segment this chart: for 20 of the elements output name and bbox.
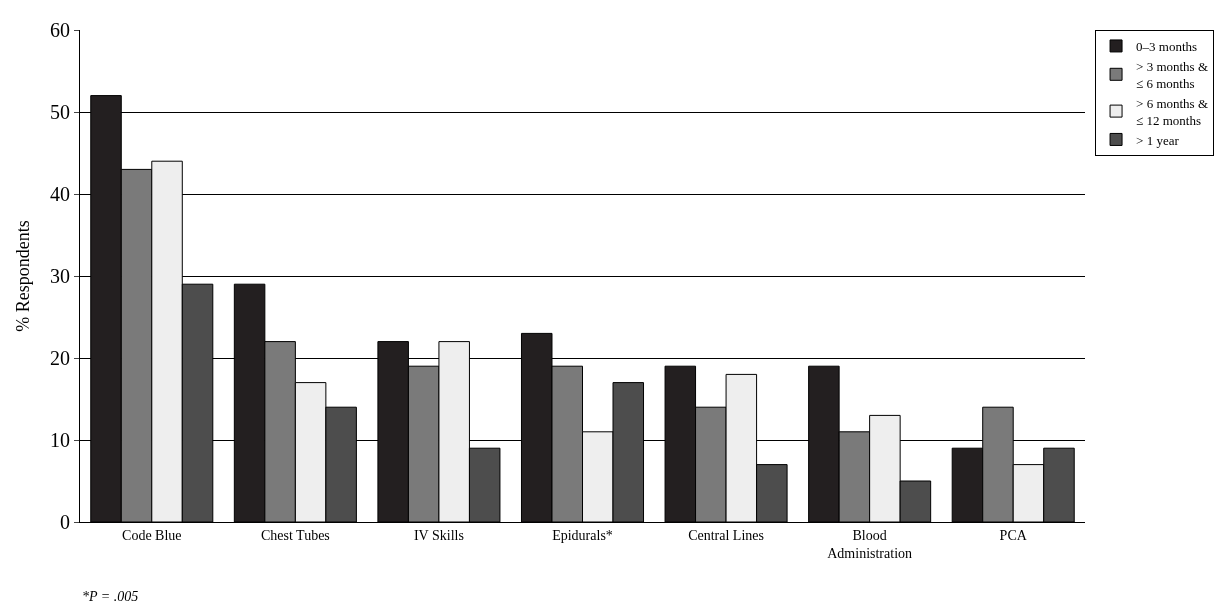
y-tick-label: 10 [50, 429, 70, 451]
x-tick-label: IV Skills [413, 527, 464, 543]
y-tick-label: 30 [50, 265, 70, 287]
y-axis-title: % Respondents [13, 220, 34, 332]
x-tick-label: Blood Administration [827, 527, 913, 561]
y-tick-label: 60 [50, 19, 70, 41]
y-tick-label: 50 [50, 101, 70, 123]
y-tick-label: 0 [60, 511, 70, 533]
legend-label: > 3 months & ≤ 6 months [1136, 58, 1209, 91]
text: *P = .005 [82, 589, 139, 604]
legend-label: > 1 year [1136, 132, 1180, 148]
x-tick-label: Code Blue [122, 527, 182, 543]
x-tick-label: Epidurals* [552, 527, 613, 543]
x-tick-label: Chest Tubes [260, 527, 330, 543]
y-tick-label: 40 [50, 183, 70, 205]
legend-label: > 6 months & ≤ 12 months [1136, 95, 1209, 128]
x-tick-label: PCA [999, 527, 1028, 543]
y-tick-label: 20 [50, 347, 70, 369]
legend-label: 0–3 months [1136, 39, 1198, 55]
x-tick-label: Central Lines [688, 527, 764, 543]
